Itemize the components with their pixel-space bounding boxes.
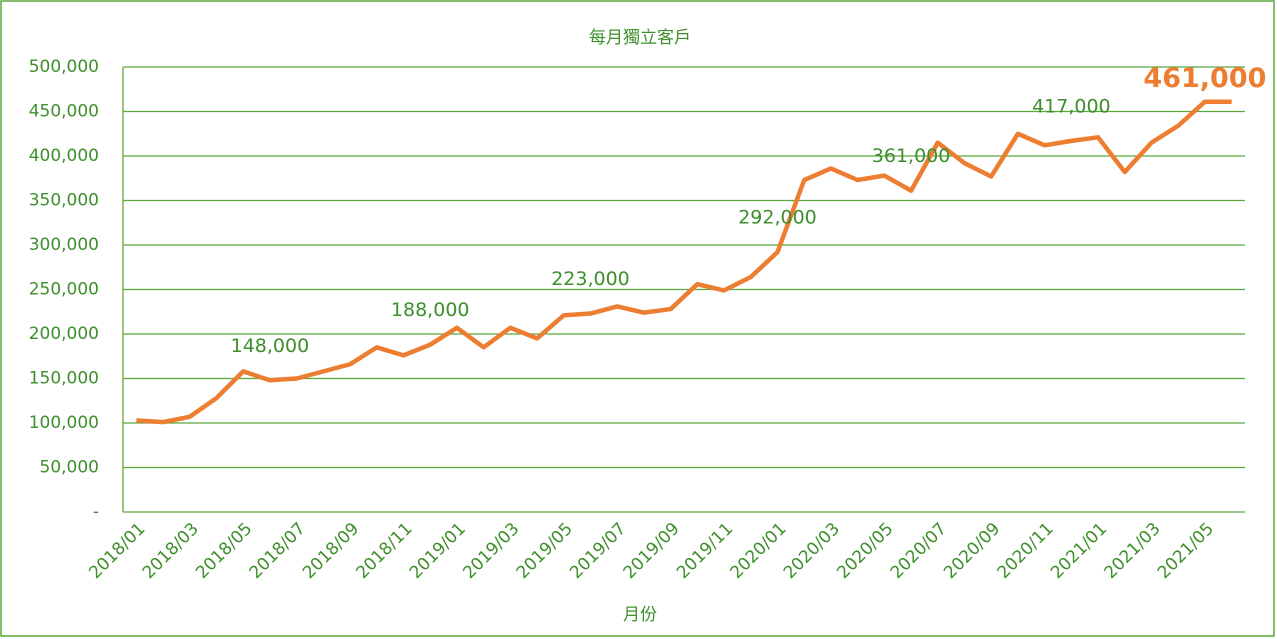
data-label: 148,000 xyxy=(231,335,310,357)
y-tick-label: 400,000 xyxy=(29,146,99,166)
y-tick-label: 150,000 xyxy=(29,369,99,389)
data-line xyxy=(136,99,1232,425)
x-axis-label: 月份 xyxy=(623,605,657,625)
chart-title: 每月獨立客戶 xyxy=(589,28,691,48)
y-tick-label: 200,000 xyxy=(29,324,99,344)
data-label: 417,000 xyxy=(1032,95,1111,117)
data-label: 361,000 xyxy=(872,145,951,167)
data-label: 292,000 xyxy=(738,207,817,229)
data-label: 223,000 xyxy=(551,268,630,290)
y-tick-label: - xyxy=(93,502,99,522)
data-label: 461,000 xyxy=(1143,63,1266,94)
y-tick-label: 450,000 xyxy=(29,102,99,122)
y-tick-label: 50,000 xyxy=(40,458,99,478)
y-tick-label: 350,000 xyxy=(29,191,99,211)
y-tick-label: 500,000 xyxy=(29,57,99,77)
y-tick-label: 100,000 xyxy=(29,413,99,433)
y-tick-label: 300,000 xyxy=(29,235,99,255)
data-label: 188,000 xyxy=(391,299,470,321)
y-tick-label: 250,000 xyxy=(29,280,99,300)
